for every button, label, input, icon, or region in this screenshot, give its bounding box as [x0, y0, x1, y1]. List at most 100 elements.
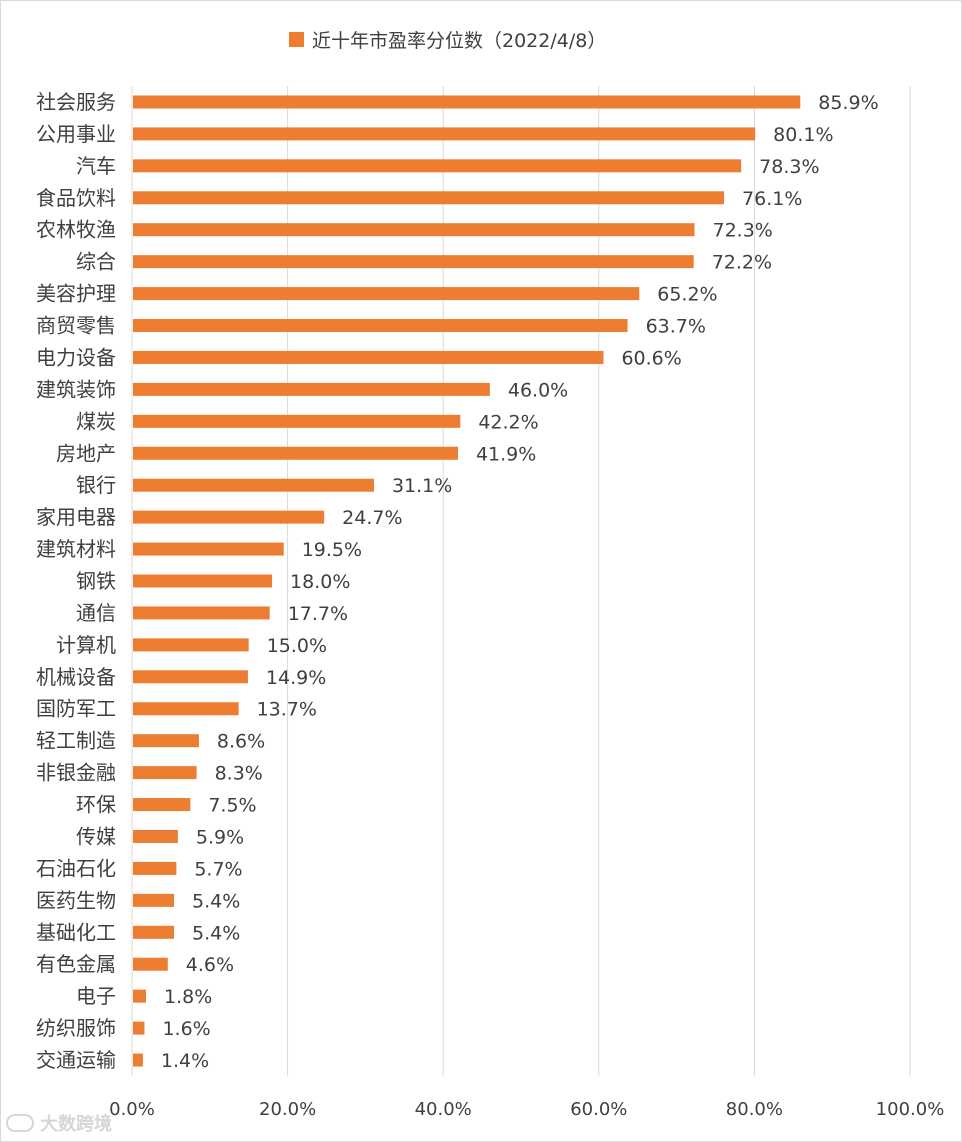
category-label: 机械设备 [36, 665, 116, 689]
bar [133, 861, 177, 875]
data-label: 8.6% [217, 731, 265, 753]
x-tick-label: 0.0% [109, 1099, 155, 1120]
data-label: 63.7% [646, 316, 706, 338]
data-label: 41.9% [476, 443, 536, 465]
bar [133, 287, 640, 301]
category-label: 煤炭 [76, 409, 116, 433]
category-label: 非银金融 [36, 761, 116, 785]
category-label: 建筑装饰 [36, 377, 116, 401]
bar [133, 829, 178, 843]
watermark-logo-icon [6, 1114, 34, 1132]
category-label: 社会服务 [36, 90, 116, 114]
x-tick-label: 40.0% [415, 1099, 472, 1120]
category-label: 通信 [76, 601, 116, 625]
data-label: 42.2% [478, 411, 538, 433]
data-label: 24.7% [342, 507, 402, 529]
bar [133, 191, 725, 205]
data-label: 14.9% [266, 667, 326, 689]
category-label: 传媒 [76, 824, 116, 848]
watermark: 大数跨境 [6, 1110, 112, 1136]
category-label: 综合 [76, 250, 116, 274]
bar [133, 542, 284, 556]
data-label: 1.4% [161, 1050, 209, 1072]
data-label: 85.9% [818, 92, 878, 114]
category-label: 食品饮料 [36, 186, 116, 210]
data-label: 19.5% [302, 539, 362, 561]
category-label: 房地产 [56, 441, 116, 465]
watermark-text: 大数跨境 [40, 1114, 112, 1135]
bar [133, 702, 239, 716]
category-label: 基础化工 [36, 920, 116, 944]
category-label: 美容护理 [36, 282, 116, 306]
data-label: 78.3% [759, 156, 819, 178]
data-label: 8.3% [215, 763, 263, 785]
category-label: 纺织服饰 [36, 1016, 116, 1040]
category-label: 家用电器 [36, 505, 116, 529]
bar [133, 989, 147, 1003]
bar [133, 382, 490, 396]
data-label: 7.5% [208, 795, 256, 817]
data-label: 5.4% [192, 922, 240, 944]
data-label: 76.1% [742, 188, 802, 210]
data-label: 4.6% [186, 954, 234, 976]
bar [133, 606, 270, 620]
bar [133, 670, 248, 684]
bar [133, 446, 458, 460]
category-label: 计算机 [56, 633, 116, 657]
data-label: 17.7% [288, 603, 348, 625]
data-label: 5.9% [196, 826, 244, 848]
data-label: 18.0% [290, 571, 350, 593]
category-label: 轻工制造 [36, 729, 116, 753]
bar [133, 1021, 145, 1035]
data-label: 5.4% [192, 890, 240, 912]
x-tick-label: 100.0% [876, 1099, 945, 1120]
data-label: 80.1% [773, 124, 833, 146]
bar [133, 95, 801, 109]
bar [133, 957, 168, 971]
data-label: 65.2% [657, 284, 717, 306]
bar [133, 734, 199, 748]
category-label: 国防军工 [36, 697, 116, 721]
bar [133, 350, 604, 364]
category-label: 建筑材料 [36, 537, 116, 561]
bar [133, 893, 175, 907]
bar [133, 478, 374, 492]
bar [133, 766, 197, 780]
category-label: 公用事业 [36, 122, 116, 146]
legend-label: 近十年市盈率分位数（2022/4/8） [312, 29, 607, 52]
category-label: 医药生物 [36, 888, 116, 912]
bar [133, 223, 695, 237]
bar [133, 255, 694, 269]
bar [133, 510, 325, 524]
data-label: 72.3% [712, 220, 772, 242]
x-tick-label: 20.0% [259, 1099, 316, 1120]
data-label: 5.7% [194, 858, 242, 880]
category-label: 环保 [76, 793, 116, 817]
category-label: 农林牧渔 [36, 218, 116, 242]
x-tick-label: 80.0% [726, 1099, 783, 1120]
bar [133, 414, 461, 428]
data-label: 13.7% [257, 699, 317, 721]
data-label: 1.8% [164, 986, 212, 1008]
data-label: 31.1% [392, 475, 452, 497]
category-label: 有色金属 [36, 952, 116, 976]
bar [133, 159, 742, 173]
bar [133, 574, 273, 588]
legend-swatch [289, 31, 304, 47]
category-label: 汽车 [76, 154, 116, 178]
data-label: 60.6% [621, 347, 681, 369]
bar [133, 925, 175, 939]
category-label: 交通运输 [36, 1048, 116, 1072]
bar [133, 1053, 143, 1067]
x-tick-label: 60.0% [570, 1099, 627, 1120]
bar [133, 127, 756, 141]
data-label: 15.0% [267, 635, 327, 657]
category-label: 石油石化 [36, 856, 116, 880]
data-label: 46.0% [508, 379, 568, 401]
category-label: 电子 [76, 984, 116, 1008]
legend: 近十年市盈率分位数（2022/4/8） [289, 24, 606, 54]
bar [133, 638, 249, 652]
data-label: 1.6% [162, 1018, 210, 1040]
